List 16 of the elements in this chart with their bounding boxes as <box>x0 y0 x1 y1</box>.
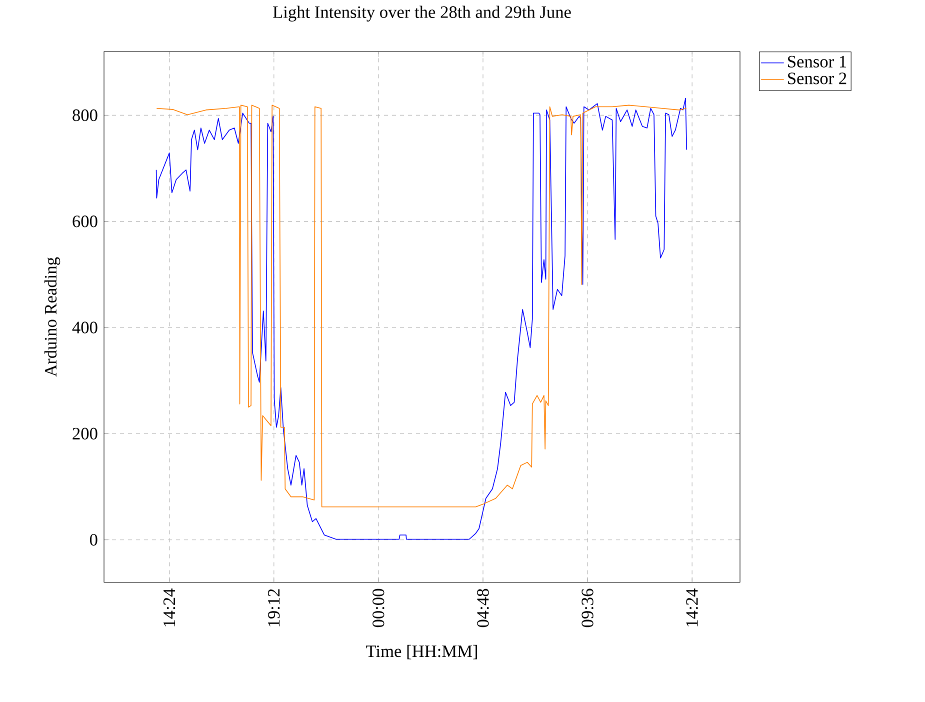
x-tick-label: 09:36 <box>582 588 594 627</box>
x-tick-label: 14:24 <box>686 588 698 626</box>
legend-label: Sensor 2 <box>788 72 846 84</box>
legend-label: Sensor 1 <box>788 56 846 68</box>
y-tick-label: 400 <box>72 322 98 334</box>
y-tick-label: 800 <box>72 109 98 121</box>
x-tick-label: 00:00 <box>372 588 384 627</box>
chart-title: Light Intensity over the 28th and 29th June <box>273 6 571 22</box>
y-axis-title: Arduino Reading <box>44 257 60 377</box>
x-axis-title: Time [HH:MM] <box>366 644 477 660</box>
x-tick-label: 14:24 <box>163 588 176 626</box>
x-tick-label: 19:12 <box>268 589 280 626</box>
y-tick-label: 0 <box>90 534 98 546</box>
y-tick-label: 600 <box>72 215 98 228</box>
x-tick-label: 04:48 <box>477 588 489 627</box>
y-tick-label: 200 <box>72 428 98 440</box>
